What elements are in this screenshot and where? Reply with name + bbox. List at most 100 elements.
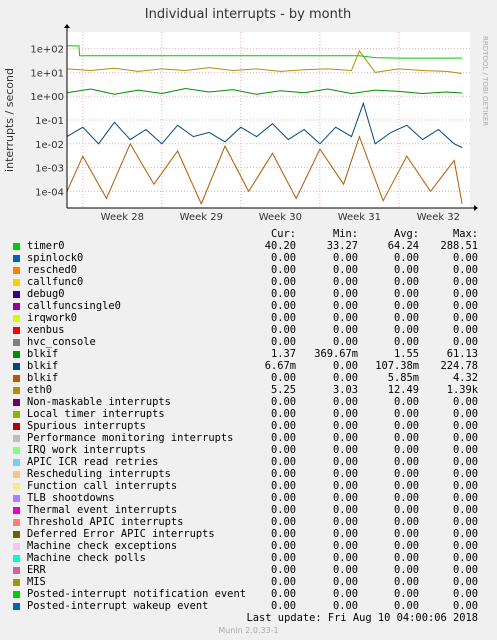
- y-tick-label: 1e-04: [35, 187, 64, 198]
- series-line-4: [66, 135, 463, 206]
- legend-avg-value: 0.00: [393, 312, 419, 324]
- legend-cur-value: 0.00: [270, 552, 296, 564]
- legend-cur-value: 0.00: [270, 420, 296, 432]
- legend-min-value: 0.00: [332, 552, 358, 564]
- legend-swatch: [13, 291, 20, 298]
- legend-min-value: 0.00: [332, 264, 358, 276]
- legend-cur-value: 0.00: [270, 264, 296, 276]
- legend-swatch: [13, 423, 20, 430]
- y-axis-label: interrupts / second: [3, 68, 16, 172]
- legend-swatch: [13, 339, 20, 346]
- legend-swatch: [13, 399, 20, 406]
- y-axis-arrow: [64, 24, 70, 28]
- legend-max-value: 0.00: [452, 492, 478, 504]
- legend-min-value: 0.00: [332, 444, 358, 456]
- legend-label: Spurious interrupts: [27, 420, 146, 432]
- legend-row: Posted-interrupt wakeup event 0.00 0.00 0.0…: [0, 600, 497, 612]
- interrupts-chart: Individual interrupts - by month interru…: [3, 7, 489, 223]
- legend-label: TLB shootdowns: [27, 492, 115, 504]
- legend-row: irqwork0 0.00 0.00 0.00 0.00: [0, 312, 497, 324]
- legend-min-value: 0.00: [332, 300, 358, 312]
- legend-cur-value: 0.00: [270, 336, 296, 348]
- legend-label: debug0: [27, 288, 65, 300]
- legend-cur-value: 6.67m: [264, 360, 296, 372]
- legend-label: Posted-interrupt wakeup event: [27, 600, 209, 612]
- legend-avg-value: 107.38m: [375, 360, 419, 372]
- legend-avg-value: 0.00: [393, 324, 419, 336]
- series-line-3: [66, 101, 463, 148]
- legend-row: blkif 0.00 0.00 5.85m 4.32: [0, 372, 497, 384]
- legend-min-value: 0.00: [332, 252, 358, 264]
- y-tick-label: 1e-03: [35, 164, 64, 175]
- legend-min-value: 0.00: [332, 420, 358, 432]
- legend-avg-value: 0.00: [393, 468, 419, 480]
- legend-swatch: [13, 579, 20, 586]
- grid-lines: [67, 32, 470, 208]
- legend-min-value: 0.00: [332, 408, 358, 420]
- legend-label: Rescheduling interrupts: [27, 468, 171, 480]
- legend-cur-value: 0.00: [270, 564, 296, 576]
- legend-row: Function call interrupts 0.00 0.00 0.00 0.00: [0, 480, 497, 492]
- x-axis-arrow: [474, 205, 478, 211]
- legend-max-value: 288.51: [440, 240, 478, 252]
- legend-avg-value: 0.00: [393, 456, 419, 468]
- x-tick-label: Week 32: [417, 212, 460, 223]
- legend-row: resched0 0.00 0.00 0.00 0.00: [0, 264, 497, 276]
- legend-row: callfunc0 0.00 0.00 0.00 0.00: [0, 276, 497, 288]
- legend-swatch: [13, 243, 20, 250]
- legend-min-value: 0.00: [332, 480, 358, 492]
- legend-max-value: 0.00: [452, 528, 478, 540]
- legend-avg-value: 0.00: [393, 288, 419, 300]
- legend-avg-value: 0.00: [393, 516, 419, 528]
- legend-cur-value: 0.00: [270, 528, 296, 540]
- legend-swatch: [13, 327, 20, 334]
- legend-min-value: 0.00: [332, 324, 358, 336]
- legend-max-value: 0.00: [452, 276, 478, 288]
- legend-row: ERR 0.00 0.00 0.00 0.00: [0, 564, 497, 576]
- legend-label: hvc_console: [27, 336, 96, 348]
- legend-avg-value: 1.55: [393, 348, 419, 360]
- legend-swatch: [13, 495, 20, 502]
- legend-label: Function call interrupts: [27, 480, 178, 492]
- legend-row: xenbus 0.00 0.00 0.00 0.00: [0, 324, 497, 336]
- legend-cur-value: 5.25: [270, 384, 296, 396]
- y-tick-label: 1e+00: [30, 92, 64, 103]
- legend-max-value: 0.00: [452, 300, 478, 312]
- series-lines: [66, 45, 463, 206]
- legend-row: spinlock0 0.00 0.00 0.00 0.00: [0, 252, 497, 264]
- legend-max-value: 0.00: [452, 444, 478, 456]
- legend-label: Thermal event interrupts: [27, 504, 178, 516]
- legend-swatch: [13, 255, 20, 262]
- legend-label: blkif: [27, 372, 59, 384]
- series-line-2: [66, 87, 463, 95]
- legend-avg-value: 64.24: [387, 240, 419, 252]
- legend-label: Deferred Error APIC interrupts: [27, 528, 215, 540]
- legend-swatch: [13, 471, 20, 478]
- legend-label: MIS: [27, 576, 46, 588]
- legend-cur-value: 0.00: [270, 576, 296, 588]
- legend-avg-value: 0.00: [393, 396, 419, 408]
- legend-label: IRQ work interrupts: [27, 444, 146, 456]
- legend-row: Machine check exceptions 0.00 0.00 0.00 0.00: [0, 540, 497, 552]
- legend-row: Posted-interrupt notification event 0.00 0…: [0, 588, 497, 600]
- legend-cur-value: 40.20: [264, 240, 296, 252]
- legend-label: Threshold APIC interrupts: [27, 516, 184, 528]
- legend-swatch: [13, 363, 20, 370]
- legend-row: APIC ICR read retries 0.00 0.00 0.00 0.00: [0, 456, 497, 468]
- legend-cur-value: 0.00: [270, 276, 296, 288]
- legend-row: Threshold APIC interrupts 0.00 0.00 0.00 0.0…: [0, 516, 497, 528]
- legend-max-value: 0.00: [452, 564, 478, 576]
- legend-avg-value: 0.00: [393, 528, 419, 540]
- legend-label: Posted-interrupt notification event: [27, 588, 246, 600]
- legend-max-value: 0.00: [452, 480, 478, 492]
- legend-max-value: 224.78: [440, 360, 478, 372]
- legend-row: Spurious interrupts 0.00 0.00 0.00 0.00: [0, 420, 497, 432]
- legend-cur-value: 0.00: [270, 504, 296, 516]
- y-tick-label: 1e-01: [35, 116, 64, 127]
- header-cur: Cur:: [270, 228, 296, 240]
- legend-min-value: 0.00: [332, 516, 358, 528]
- legend-min-value: 0.00: [332, 360, 358, 372]
- legend-swatch: [13, 315, 20, 322]
- legend-swatch: [13, 267, 20, 274]
- legend-header: Cur: Min: Avg: Max:: [0, 228, 497, 240]
